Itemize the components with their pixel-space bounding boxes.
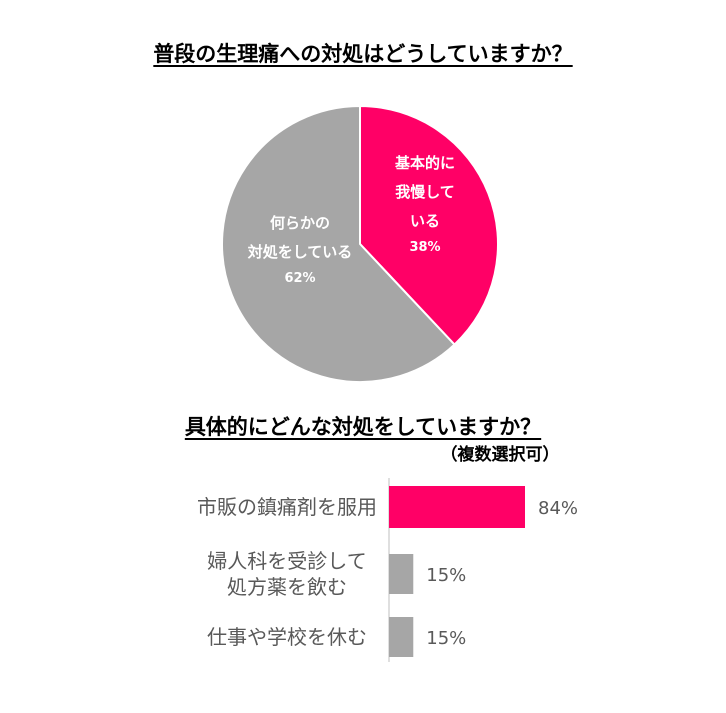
bar-value-label: 15% [426, 628, 466, 649]
bar-value-label: 15% [426, 565, 466, 586]
bar [389, 554, 414, 594]
pie-slice [359, 104, 499, 347]
pie-slice-label: 基本的に [394, 154, 455, 172]
bar-chart-title: 具体的にどんな対処をしていますか？ [184, 415, 542, 439]
bar-category-label: 処方薬を飲む [227, 575, 347, 599]
bar-chart-subtitle: （複数選択可） [440, 445, 560, 465]
bar-category-label: 婦人科を受診して [207, 549, 366, 573]
pie-slice-label: 我慢して [395, 183, 455, 201]
pie-slice-value: 62% [284, 271, 315, 286]
pie-chart-title: 普段の生理痛への対処はどうしていますか？ [153, 42, 573, 66]
pie-slice-label: 何らかの [270, 214, 330, 232]
bar-category-label: 市販の鎮痛剤を服用 [197, 495, 377, 519]
pie-slice-value: 38% [409, 240, 440, 255]
bar [389, 617, 414, 657]
pie-slice-label: いる [410, 212, 440, 230]
bar-category-label: 仕事や学校を休む [207, 625, 367, 649]
pie-slice-label: 対処をしている [247, 243, 353, 261]
pie-slice [221, 104, 456, 383]
bar [389, 486, 525, 528]
bar-value-label: 84% [538, 498, 578, 519]
